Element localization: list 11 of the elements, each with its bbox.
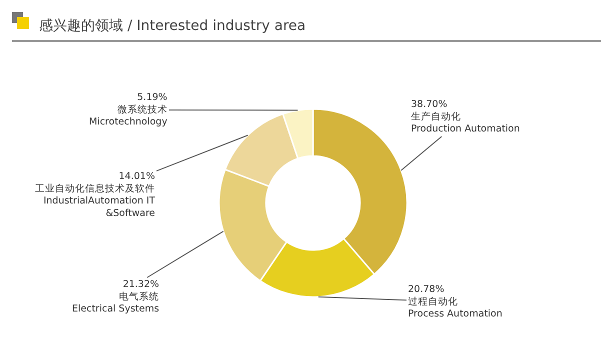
data-label: 5.19% <box>137 92 168 103</box>
slice-label: 微系统技术 Microtechnology <box>89 103 168 128</box>
data-label: 38.70% <box>411 99 448 110</box>
slice-label: 电气系统 Electrical Systems <box>72 290 160 315</box>
slice-label: 过程自动化 Process Automation <box>408 295 502 320</box>
slice-label: 生产自动化 Production Automation <box>411 110 520 135</box>
slice-label: 工业自动化信息技术及软件 IndustrialAutomation IT &Software <box>35 182 156 220</box>
data-label: 14.01% <box>118 171 155 182</box>
data-label: 20.78% <box>408 284 444 295</box>
chart-title: 感兴趣的领域 / Interested industry area <box>39 18 306 34</box>
data-label: 21.32% <box>122 279 160 290</box>
